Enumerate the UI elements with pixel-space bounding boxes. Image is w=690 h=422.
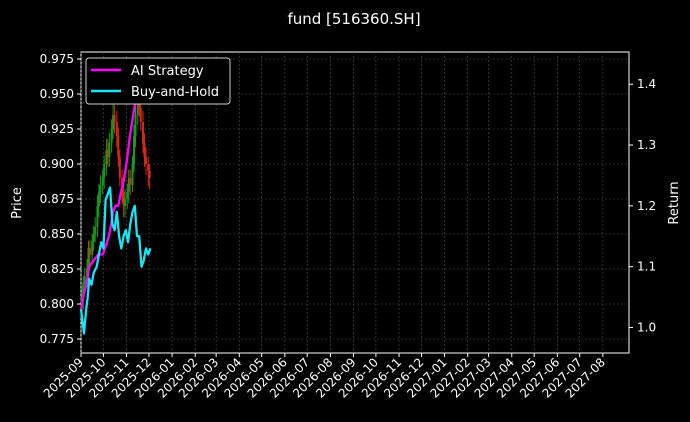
candle-body xyxy=(113,115,116,122)
candle-body xyxy=(127,178,130,192)
left-tick-label: 0.900 xyxy=(40,157,74,171)
candle-body xyxy=(91,241,94,255)
candle-body xyxy=(126,192,129,199)
left-tick-label: 0.975 xyxy=(40,52,74,66)
candle-body xyxy=(141,122,144,143)
grid xyxy=(80,52,629,353)
left-tick-label: 0.825 xyxy=(40,262,74,276)
candle-body xyxy=(144,157,147,164)
candle-body xyxy=(139,108,142,122)
candle-body xyxy=(96,206,99,227)
candle-body xyxy=(110,129,113,143)
candle-body xyxy=(148,171,151,178)
left-axis-ticks: 0.775 0.800 0.825 0.850 0.875 0.900 0.925 0.950… xyxy=(40,52,81,346)
candle-body xyxy=(133,136,136,164)
candle-body xyxy=(147,164,150,171)
right-axis-ticks: 1.0 1.1 1.2 1.3 1.4 xyxy=(629,77,656,334)
candle-body xyxy=(88,248,91,255)
candle-body xyxy=(105,150,108,164)
candle-body xyxy=(87,248,90,269)
left-tick-label: 0.850 xyxy=(40,227,74,241)
candle-body xyxy=(83,276,86,283)
candle-body xyxy=(122,192,125,206)
right-tick-label: 1.0 xyxy=(637,320,656,334)
candle-body xyxy=(101,178,104,185)
legend: AI Strategy Buy-and-Hold xyxy=(85,57,231,105)
candle-body xyxy=(118,157,121,178)
candle-body xyxy=(97,192,100,206)
right-axis-label: Return xyxy=(667,181,682,224)
legend-box xyxy=(85,57,231,105)
left-tick-label: 0.875 xyxy=(40,192,74,206)
candle-body xyxy=(99,185,102,192)
candle-body xyxy=(85,269,88,276)
candle-body xyxy=(143,143,146,157)
candle-body xyxy=(115,122,118,136)
left-tick-label: 0.950 xyxy=(40,87,74,101)
chart-title: fund [516360.SH] xyxy=(287,10,420,28)
candle-body xyxy=(124,199,127,206)
candle-body xyxy=(92,234,95,241)
left-tick-label: 0.800 xyxy=(40,297,74,311)
candle-body xyxy=(112,115,115,129)
right-tick-label: 1.3 xyxy=(637,138,656,152)
candle-body xyxy=(108,143,111,157)
left-tick-label: 0.775 xyxy=(40,332,74,346)
candle-body xyxy=(136,101,139,115)
x-axis-ticks: 2025-092025-102025-112025-122026-012026-… xyxy=(41,353,608,401)
right-tick-label: 1.4 xyxy=(637,77,656,91)
candle-body xyxy=(94,227,97,234)
candle-body xyxy=(106,150,109,157)
legend-label-ai-strategy: AI Strategy xyxy=(131,64,204,79)
candle-body xyxy=(134,115,137,136)
series-line-buy-and-hold xyxy=(79,186,152,335)
candle-body xyxy=(117,136,120,157)
legend-label-buy-and-hold: Buy-and-Hold xyxy=(131,85,219,100)
left-axis-label: Price xyxy=(10,187,25,219)
right-tick-label: 1.1 xyxy=(637,260,656,274)
candle-body xyxy=(103,164,106,178)
right-tick-label: 1.2 xyxy=(637,199,656,213)
candle-body xyxy=(131,164,134,185)
candle-body xyxy=(82,283,85,297)
candle-body xyxy=(129,178,132,185)
left-tick-label: 0.925 xyxy=(40,122,74,136)
